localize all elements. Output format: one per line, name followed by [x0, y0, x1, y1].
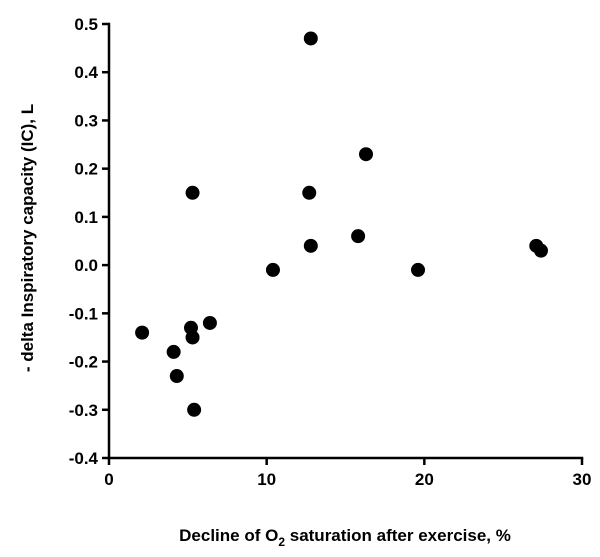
x-axis-title-subscript: 2 — [278, 535, 285, 549]
x-tick-label: 30 — [573, 470, 592, 489]
y-tick-label: 0.0 — [74, 256, 98, 275]
data-point — [303, 238, 318, 253]
y-tick-label: -0.1 — [69, 304, 98, 323]
data-point — [303, 31, 318, 46]
y-tick-label: -0.4 — [69, 449, 99, 468]
x-axis-title-after: saturation after exercise, % — [285, 526, 511, 545]
data-point — [202, 315, 217, 330]
x-tick-label: 0 — [104, 470, 113, 489]
data-point — [169, 369, 184, 384]
y-tick-label: 0.2 — [74, 160, 98, 179]
data-point — [534, 243, 549, 258]
x-tick-label: 20 — [415, 470, 434, 489]
data-point — [166, 344, 181, 359]
x-ticks: 0 10 20 30 — [104, 458, 591, 489]
data-point — [265, 262, 280, 277]
data-point — [302, 185, 317, 200]
y-tick-label: 0.3 — [74, 111, 98, 130]
data-point — [135, 325, 150, 340]
y-axis-title: - delta Inspiratory capacity (IC), L — [18, 104, 37, 372]
axes — [107, 22, 584, 460]
data-point — [185, 330, 200, 345]
y-tick-label: 0.5 — [74, 15, 98, 34]
data-point — [185, 185, 200, 200]
y-tick-label: -0.2 — [69, 353, 98, 372]
x-axis-title: Decline of O2 saturation after exercise,… — [179, 526, 511, 549]
y-ticks: -0.4 -0.3 -0.2 -0.1 0.0 0.1 0.2 0.3 0.4 0.5 — [69, 15, 109, 468]
data-point — [358, 147, 373, 162]
data-point — [351, 229, 366, 244]
data-point — [411, 262, 426, 277]
x-axis-title-before: Decline of O — [179, 526, 278, 545]
y-tick-label: -0.3 — [69, 401, 98, 420]
x-tick-label: 10 — [257, 470, 276, 489]
data-points — [135, 31, 549, 417]
data-point — [187, 402, 202, 417]
y-tick-label: 0.4 — [74, 63, 98, 82]
y-tick-label: 0.1 — [74, 208, 98, 227]
